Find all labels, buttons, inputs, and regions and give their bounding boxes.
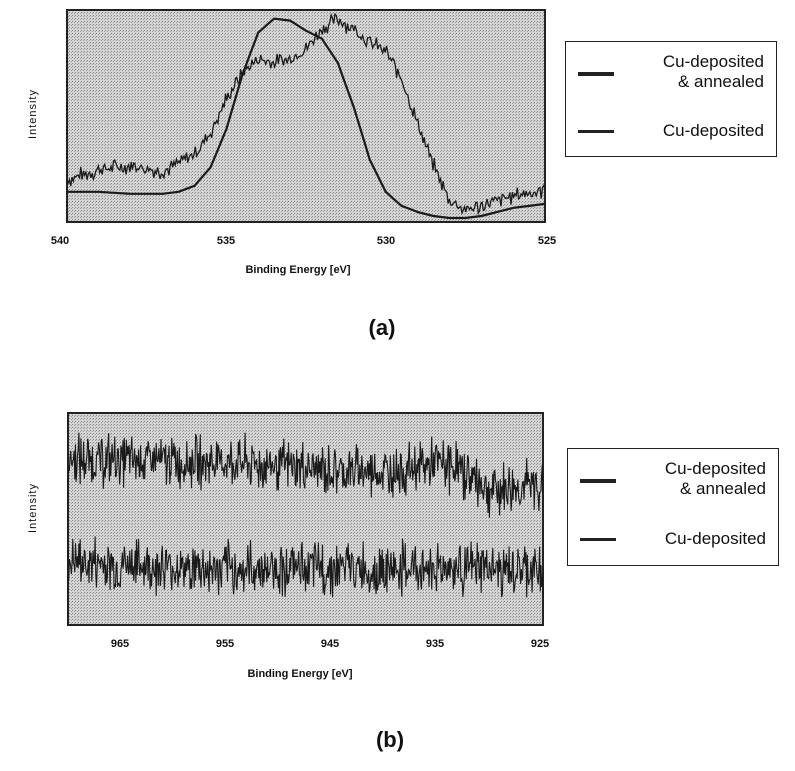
y-axis-label-b: Intensity xyxy=(26,483,39,533)
x-tick-a-525: 525 xyxy=(537,235,557,247)
series-line-1 xyxy=(67,536,544,598)
x-tick-b-965: 965 xyxy=(110,638,130,650)
series-line-1 xyxy=(66,12,546,216)
legend-b-label-annealed-line1: Cu-deposited xyxy=(664,459,766,478)
legend-b-label-deposited: Cu-deposited xyxy=(664,529,766,548)
legend-a-label-annealed-line1: Cu-deposited xyxy=(662,52,764,71)
legend-a-label-annealed-line2: & annealed xyxy=(677,72,764,91)
x-tick-b-935: 935 xyxy=(425,638,445,650)
y-axis-label-a: Intensity xyxy=(26,89,39,139)
legend-b-line-deposited xyxy=(580,538,616,541)
legend-a: Cu-deposited & annealed Cu-deposited xyxy=(565,41,777,157)
x-tick-b-955: 955 xyxy=(215,638,235,650)
x-tick-a-535: 535 xyxy=(216,235,236,247)
legend-b-line-annealed xyxy=(580,479,616,483)
panel-b: Intensity 965 955 945 935 925 Binding En… xyxy=(0,400,795,771)
legend-a-label-annealed: Cu-deposited & annealed xyxy=(663,52,764,92)
plot-b-area xyxy=(67,412,544,626)
legend-a-label-deposited: Cu-deposited xyxy=(662,121,764,140)
plot-frame xyxy=(66,9,546,223)
legend-a-line-deposited xyxy=(578,130,614,133)
plot-frame xyxy=(67,412,544,626)
legend-a-line-annealed xyxy=(578,72,614,76)
plot-a-area xyxy=(66,9,546,223)
panel-a: Intensity 540 535 530 525 Binding Energy… xyxy=(26,9,777,340)
x-tick-a-540: 540 xyxy=(50,235,70,247)
series-line-0 xyxy=(67,432,544,518)
panel-label-b: (b) xyxy=(375,727,405,752)
x-tick-a-530: 530 xyxy=(376,235,396,247)
x-axis-label-b: Binding Energy [eV] xyxy=(247,668,353,680)
x-axis-label-a: Binding Energy [eV] xyxy=(245,264,351,276)
legend-b-label-annealed: Cu-deposited & annealed xyxy=(665,459,766,499)
legend-b: Cu-deposited & annealed Cu-deposited xyxy=(567,448,779,566)
panel-label-a: (a) xyxy=(368,315,396,340)
series-line-0 xyxy=(67,17,546,220)
legend-b-label-annealed-line2: & annealed xyxy=(679,479,766,498)
x-tick-b-925: 925 xyxy=(530,638,550,650)
x-tick-b-945: 945 xyxy=(320,638,340,650)
